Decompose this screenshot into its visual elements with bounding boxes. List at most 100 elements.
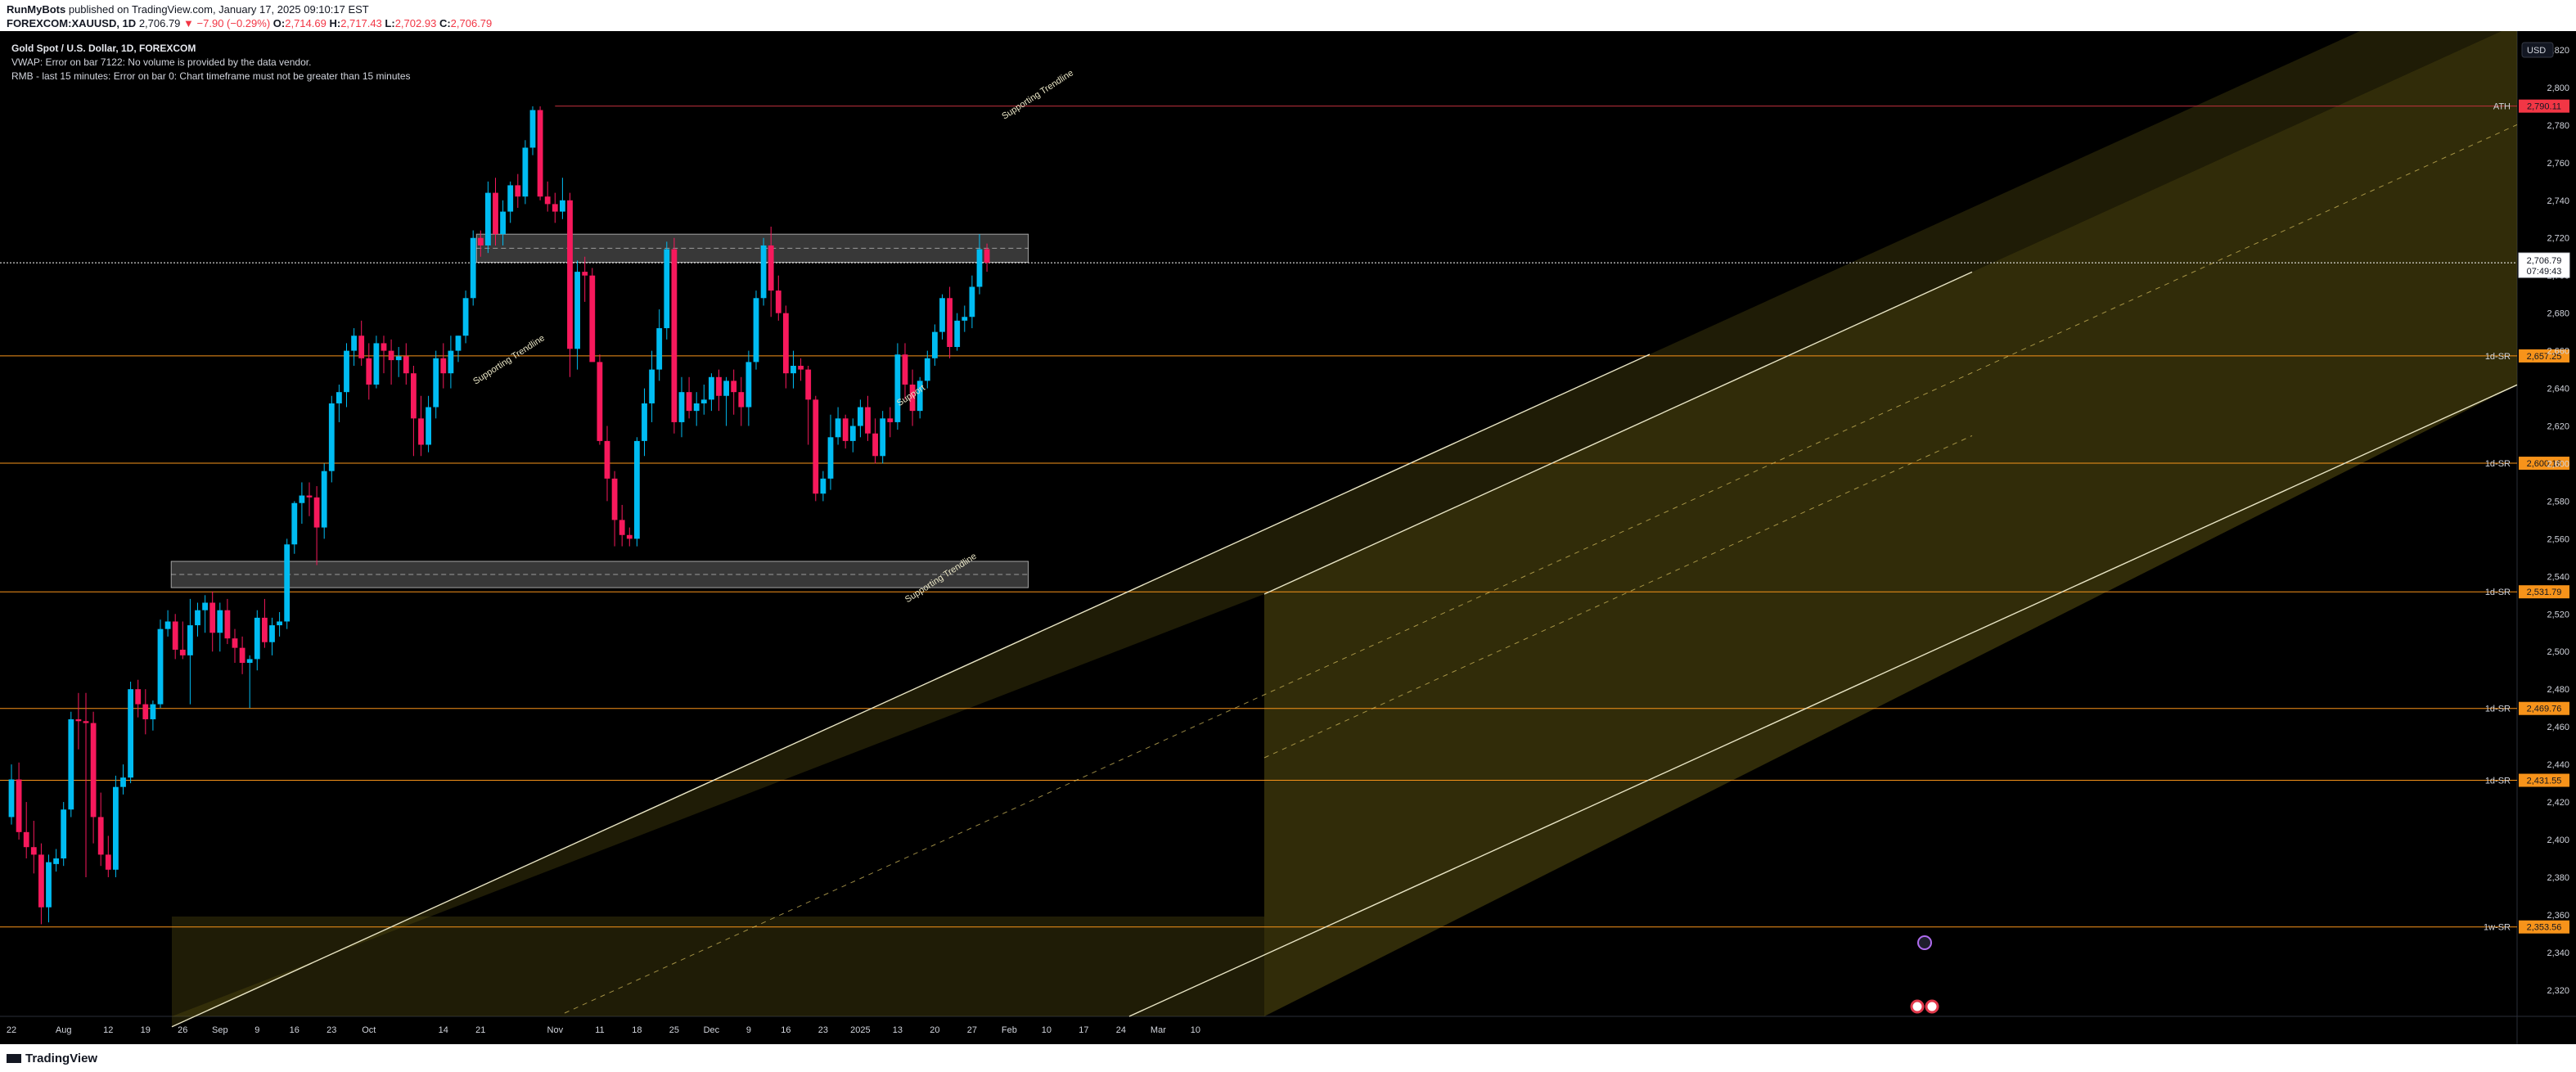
candle-body-34[interactable] <box>262 617 268 642</box>
candle-body-129[interactable] <box>969 286 975 318</box>
candle-body-84[interactable] <box>634 440 640 539</box>
candle-body-63[interactable] <box>477 237 484 245</box>
candle-body-101[interactable] <box>760 245 767 299</box>
candle-body-11[interactable] <box>90 723 97 818</box>
candle-body-23[interactable] <box>179 649 186 655</box>
candle-body-127[interactable] <box>954 320 961 348</box>
candle-body-57[interactable] <box>433 358 439 408</box>
candle-body-49[interactable] <box>373 343 380 385</box>
candle-body-116[interactable] <box>872 433 878 457</box>
candle-body-19[interactable] <box>150 704 156 719</box>
candle-body-16[interactable] <box>128 689 133 778</box>
upper-trendline[interactable] <box>171 354 1651 1028</box>
candle-body-20[interactable] <box>157 628 164 705</box>
candle-body-113[interactable] <box>849 426 856 441</box>
candle-body-5[interactable] <box>46 862 52 908</box>
candle-body-4[interactable] <box>38 854 44 908</box>
support-trendline[interactable] <box>1263 271 1973 595</box>
candle-body-99[interactable] <box>745 362 752 408</box>
candle-body-40[interactable] <box>306 495 313 498</box>
candle-body-67[interactable] <box>507 185 514 212</box>
candle-body-74[interactable] <box>560 200 565 212</box>
candle-body-73[interactable] <box>552 204 558 212</box>
candle-body-122[interactable] <box>916 381 923 412</box>
candle-body-112[interactable] <box>842 418 849 441</box>
candle-body-56[interactable] <box>426 407 431 445</box>
candle-body-0[interactable] <box>8 779 15 818</box>
candle-body-85[interactable] <box>642 403 647 441</box>
candle-body-12[interactable] <box>97 817 104 855</box>
candle-body-82[interactable] <box>619 520 625 535</box>
candle-body-97[interactable] <box>731 381 737 393</box>
candle-body-100[interactable] <box>753 298 759 363</box>
candle-body-44[interactable] <box>336 392 342 403</box>
candle-body-48[interactable] <box>366 358 372 385</box>
candle-body-1[interactable] <box>16 779 22 832</box>
candle-body-18[interactable] <box>142 704 149 719</box>
candle-body-61[interactable] <box>462 298 469 336</box>
candle-body-32[interactable] <box>246 659 253 664</box>
candle-body-95[interactable] <box>716 376 722 396</box>
candle-body-103[interactable] <box>775 291 781 313</box>
candle-body-108[interactable] <box>813 399 819 494</box>
candle-body-118[interactable] <box>887 418 894 422</box>
candle-body-13[interactable] <box>105 854 111 870</box>
event-markers[interactable] <box>1910 935 1939 1014</box>
candle-body-66[interactable] <box>500 211 506 235</box>
candle-body-124[interactable] <box>932 331 938 358</box>
candle-body-2[interactable] <box>23 831 29 848</box>
candle-body-28[interactable] <box>217 610 223 633</box>
lower-trendline[interactable] <box>1128 384 2518 1017</box>
candle-body-68[interactable] <box>515 185 521 197</box>
candle-body-125[interactable] <box>939 298 945 332</box>
current-price-tag[interactable] <box>2518 252 2570 278</box>
candle-body-14[interactable] <box>113 786 119 870</box>
candle-body-10[interactable] <box>83 721 89 723</box>
candle-body-94[interactable] <box>709 376 714 400</box>
candle-body-46[interactable] <box>351 336 357 351</box>
legend-title[interactable]: Gold Spot / U.S. Dollar, 1D, FOREXCOM <box>11 43 196 54</box>
candle-body-90[interactable] <box>678 392 685 422</box>
candle-body-123[interactable] <box>924 358 930 381</box>
candle-body-65[interactable] <box>493 192 498 235</box>
candle-body-15[interactable] <box>120 777 126 787</box>
candle-body-76[interactable] <box>574 272 580 349</box>
candle-body-53[interactable] <box>403 356 409 374</box>
candle-body-36[interactable] <box>277 621 282 626</box>
candle-body-33[interactable] <box>254 617 260 660</box>
author-name[interactable]: RunMyBots <box>7 3 66 16</box>
candle-body-92[interactable] <box>693 403 700 412</box>
candle-body-91[interactable] <box>686 392 692 412</box>
candle-body-102[interactable] <box>768 245 774 291</box>
candle-body-43[interactable] <box>328 403 335 471</box>
candle-body-21[interactable] <box>164 621 171 629</box>
candle-body-119[interactable] <box>894 354 901 422</box>
candle-body-130[interactable] <box>976 249 983 287</box>
candle-body-114[interactable] <box>858 407 863 426</box>
candle-body-69[interactable] <box>522 147 529 197</box>
candle-body-30[interactable] <box>232 638 238 648</box>
candle-body-120[interactable] <box>902 354 908 385</box>
candle-body-7[interactable] <box>61 809 67 858</box>
candle-body-105[interactable] <box>790 365 796 374</box>
us-flag-event-icon[interactable] <box>1910 999 1925 1014</box>
candle-body-39[interactable] <box>299 495 305 503</box>
candle-body-22[interactable] <box>172 621 178 650</box>
candle-body-31[interactable] <box>239 647 245 664</box>
candle-body-17[interactable] <box>135 689 142 705</box>
candle-body-79[interactable] <box>597 362 603 441</box>
candle-body-126[interactable] <box>947 298 952 348</box>
candle-body-62[interactable] <box>470 237 476 299</box>
candle-body-72[interactable] <box>544 196 551 205</box>
candle-body-70[interactable] <box>529 110 536 148</box>
candle-body-111[interactable] <box>835 418 841 438</box>
candle-body-121[interactable] <box>909 384 916 412</box>
candle-body-58[interactable] <box>440 358 447 374</box>
tradingview-logo[interactable]: TradingView <box>7 1052 97 1065</box>
candle-body-89[interactable] <box>671 249 678 422</box>
candle-body-83[interactable] <box>626 534 633 539</box>
candle-body-87[interactable] <box>656 328 663 370</box>
candle-body-88[interactable] <box>664 249 670 329</box>
currency-tag[interactable]: USD <box>2521 42 2554 58</box>
candle-body-77[interactable] <box>582 272 588 276</box>
